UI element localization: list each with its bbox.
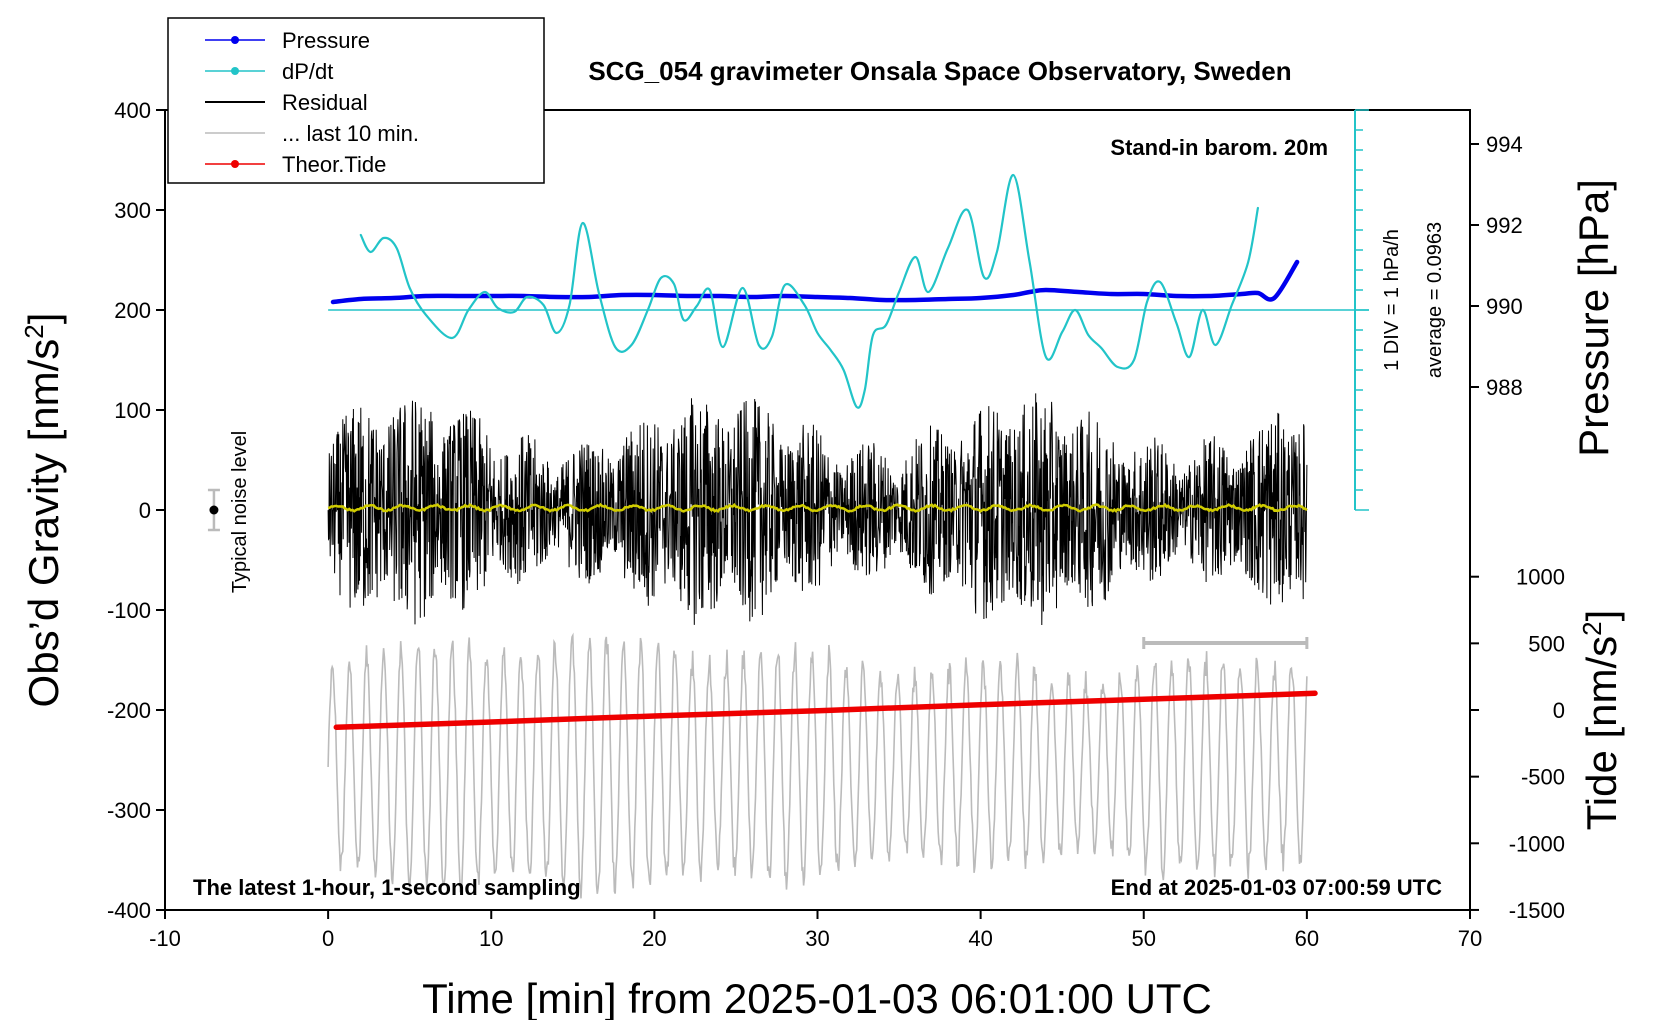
- legend-label: Pressure: [282, 28, 370, 53]
- y-tick-label: 100: [114, 398, 151, 423]
- tide-tick-label: 0: [1553, 698, 1565, 723]
- dpdt-div-label: 1 DIV = 1 hPa/h: [1381, 229, 1403, 371]
- series-layer: [327, 173, 1318, 899]
- dpdt-average-label: average = 0.0963: [1424, 222, 1446, 378]
- noise-level-label: Typical noise level: [229, 431, 251, 593]
- legend-label: dP/dt: [282, 59, 333, 84]
- x-tick-label: -10: [149, 926, 181, 951]
- x-axis-title: Time [min] from 2025-01-03 06:01:00 UTC: [422, 975, 1212, 1020]
- x-tick-label: 30: [805, 926, 829, 951]
- x-tick-label: 10: [479, 926, 503, 951]
- tide-tick-label: -500: [1521, 765, 1565, 790]
- y-axis-title-tide: Tide [nm/s2]: [1577, 610, 1625, 831]
- x-axis-ticks: -10 0 10 20 30 40 50 60 70: [149, 910, 1482, 951]
- tide-axis-ticks: 1000 500 0 -500 -1000 -1500: [1470, 565, 1565, 923]
- y-tick-label: -100: [107, 598, 151, 623]
- dpdt-line: [359, 173, 1259, 409]
- end-time-label: End at 2025-01-03 07:00:59 UTC: [1111, 875, 1442, 900]
- tide-tick-label: -1000: [1509, 831, 1565, 856]
- x-tick-label: 40: [968, 926, 992, 951]
- legend-label: Theor.Tide: [282, 152, 386, 177]
- pressure-tick-label: 994: [1486, 132, 1523, 157]
- pressure-tick-label: 988: [1486, 375, 1523, 400]
- latest-hour-label: The latest 1-hour, 1-second sampling: [193, 875, 581, 900]
- pressure-tick-label: 992: [1486, 213, 1523, 238]
- x-tick-label: 70: [1458, 926, 1482, 951]
- legend-marker: [231, 160, 239, 168]
- y-axis-title-left: Obs’d Gravity [nm/s2]: [19, 313, 67, 708]
- last-10-min-line: [327, 632, 1308, 899]
- legend-marker: [231, 67, 239, 75]
- y-axis-ticks: 400 300 200 100 0 -100 -200 -300 -400: [107, 98, 165, 923]
- x-tick-label: 20: [642, 926, 666, 951]
- chart-title: SCG_054 gravimeter Onsala Space Observat…: [588, 56, 1291, 86]
- y-axis-title-pressure: Pressure [hPa]: [1570, 179, 1617, 457]
- legend-label: Residual: [282, 90, 368, 115]
- tide-tick-label: 500: [1528, 631, 1565, 656]
- stand-in-barometer-label: Stand-in barom. 20m: [1110, 135, 1328, 160]
- x-tick-label: 50: [1132, 926, 1156, 951]
- residual-smoothed-line: [327, 502, 1308, 514]
- y-tick-label: 200: [114, 298, 151, 323]
- residual-line: [327, 393, 1308, 626]
- tide-tick-label: 1000: [1516, 565, 1565, 590]
- legend: Pressure dP/dt Residual ... last 10 min. The…: [167, 17, 545, 184]
- legend-box: [167, 17, 545, 184]
- y-tick-label: -200: [107, 698, 151, 723]
- pressure-tick-label: 990: [1486, 294, 1523, 319]
- y-tick-label: 0: [139, 498, 151, 523]
- legend-marker: [231, 36, 239, 44]
- y-tick-label: 400: [114, 98, 151, 123]
- legend-label: ... last 10 min.: [282, 121, 419, 146]
- noise-level-indicator: [207, 488, 220, 532]
- pressure-axis-ticks: 994 992 990 988: [1470, 132, 1523, 400]
- noise-bar-dot: [209, 505, 219, 515]
- y-tick-label: -400: [107, 898, 151, 923]
- x-tick-label: 0: [322, 926, 334, 951]
- tide-tick-label: -1500: [1509, 898, 1565, 923]
- y-tick-label: -300: [107, 798, 151, 823]
- theoretical-tide-line: [333, 690, 1318, 731]
- x-tick-label: 60: [1295, 926, 1319, 951]
- y-tick-label: 300: [114, 198, 151, 223]
